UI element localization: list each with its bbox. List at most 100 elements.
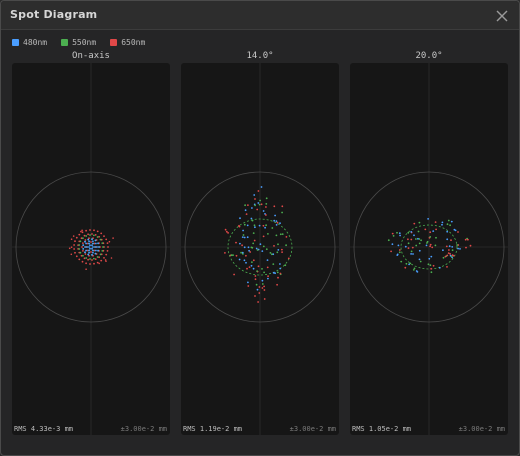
spot-point [96, 236, 99, 238]
spot-point [74, 240, 76, 243]
spot-point [281, 205, 284, 208]
spot-point [390, 250, 392, 253]
legend-swatch-650nm [110, 38, 118, 46]
spot-point [82, 250, 84, 252]
spot-point [262, 245, 265, 248]
spot-point [251, 207, 253, 209]
spot-point [253, 239, 256, 242]
green-spot-envelope [400, 224, 458, 270]
spot-point [88, 251, 90, 254]
spot-point [413, 267, 416, 270]
spot-point [426, 240, 429, 243]
spot-point [235, 241, 237, 244]
spot-point [251, 261, 253, 263]
spot-point [254, 275, 257, 277]
spot-point [83, 234, 86, 237]
spot-point [68, 247, 71, 250]
spot-point [391, 232, 394, 235]
spot-point [279, 263, 281, 265]
spot-point [83, 257, 86, 260]
spot-point [281, 251, 283, 254]
spot-point [261, 287, 264, 289]
spot-point [253, 194, 256, 196]
spot-point [241, 251, 244, 254]
spot-point [467, 238, 469, 241]
spot-point [253, 224, 256, 227]
spot-point [434, 244, 437, 247]
spot-point [94, 246, 96, 248]
spot-point [276, 283, 278, 286]
spot-point [266, 266, 269, 269]
spot-point [429, 231, 432, 234]
spot-point [279, 272, 282, 275]
spot-point [258, 224, 261, 227]
spot-point [89, 234, 91, 236]
spot-point [88, 237, 90, 240]
spot-point [405, 262, 408, 265]
spot-point [424, 228, 427, 231]
spot-plot-20deg [350, 63, 508, 435]
spot-point [102, 246, 104, 248]
spot-point [82, 254, 84, 257]
spot-point [91, 244, 93, 247]
spot-point [100, 259, 103, 262]
spot-point [239, 217, 241, 220]
spot-point [430, 271, 433, 274]
spot-point [98, 235, 100, 238]
spot-point [257, 202, 260, 204]
spot-point [91, 233, 93, 235]
spot-point [400, 260, 403, 263]
spot-point [261, 283, 264, 285]
spot-point [256, 208, 259, 211]
spot-plot-on-axis [12, 63, 170, 435]
spot-point [248, 266, 251, 268]
spot-point [411, 246, 414, 249]
spot-point [78, 258, 81, 261]
spot-point [257, 265, 260, 268]
spot-point [274, 272, 276, 275]
spot-point [275, 224, 278, 226]
spot-point [95, 242, 97, 245]
spot-point [245, 254, 247, 257]
spot-point [448, 249, 450, 251]
spot-point [398, 251, 401, 254]
spot-point [429, 264, 432, 267]
close-button[interactable] [493, 7, 511, 25]
spot-point [89, 244, 91, 247]
spot-point [279, 222, 281, 225]
spot-point [263, 271, 265, 274]
spot-point [407, 247, 410, 250]
spot-point [112, 237, 114, 239]
spot-point [435, 236, 437, 239]
spot-point [413, 234, 415, 237]
spot-point [276, 251, 279, 254]
spot-point [279, 267, 282, 270]
spot-point [255, 247, 258, 250]
spot-point [266, 259, 269, 261]
spot-point [91, 254, 93, 256]
spot-point [89, 229, 91, 231]
spot-point [93, 249, 96, 252]
spot-point [97, 242, 99, 245]
spot-point [94, 239, 97, 242]
spot-point [82, 244, 85, 247]
spot-point [404, 245, 407, 248]
spot-point [396, 254, 399, 256]
spot-point [73, 244, 75, 246]
spot-point [81, 246, 83, 248]
spot-point [448, 245, 451, 248]
spot-point [106, 242, 109, 245]
spot-point [85, 249, 87, 252]
spot-point [427, 263, 430, 266]
spot-point [457, 231, 459, 233]
spot-point [82, 248, 85, 250]
spot-point [276, 221, 279, 224]
spot-point [238, 224, 240, 227]
spot-point [252, 259, 255, 262]
spot-point [410, 231, 413, 233]
spot-point [70, 238, 73, 240]
spot-point [94, 252, 97, 255]
spot-point [258, 286, 261, 288]
spot-point [252, 267, 255, 270]
spot-point [469, 244, 472, 247]
